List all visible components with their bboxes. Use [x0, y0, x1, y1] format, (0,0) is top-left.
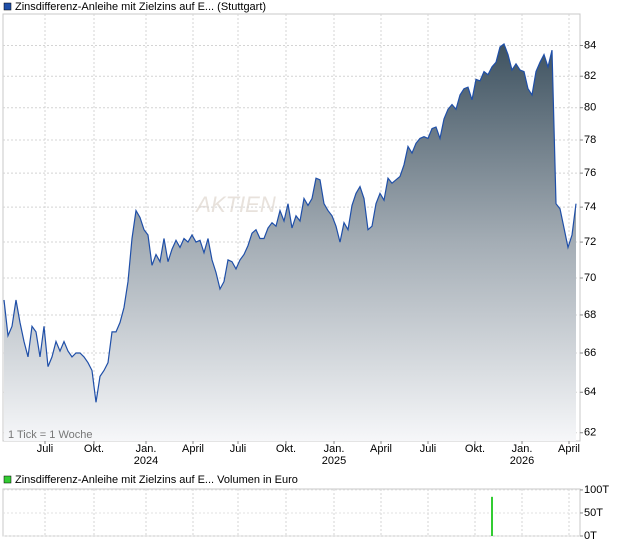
y-tick-label: 78 — [584, 134, 596, 146]
y-tick-label: 82 — [584, 70, 596, 82]
x-tick-label: Juli — [229, 443, 247, 455]
volume-bar — [491, 496, 493, 536]
y-tick-label: 64 — [584, 386, 596, 398]
area — [4, 44, 576, 441]
y-tick-label: 66 — [584, 347, 596, 359]
annotation: 1 Tick = 1 Woche — [8, 429, 92, 441]
y-tick-label: 76 — [584, 167, 596, 179]
y-tick-label: 72 — [584, 236, 596, 248]
x-tick-label: Juli — [419, 443, 437, 455]
x-tick-label: Okt. — [464, 443, 486, 455]
x-tick-label: Juli — [36, 443, 54, 455]
x-tick-label: April — [557, 443, 580, 455]
y-tick-label: 68 — [584, 309, 596, 321]
y-tick-label: 62 — [584, 427, 596, 439]
y-tick-label: 100T — [584, 484, 609, 496]
x-tick-label: April — [181, 443, 204, 455]
legend-swatch — [3, 2, 12, 11]
y-tick-label: 80 — [584, 102, 596, 114]
x-tick-label: Okt. — [83, 443, 105, 455]
watermark: AKTIEN — [194, 192, 276, 217]
y-tick-label: 0T — [584, 530, 597, 542]
y-tick-label: 70 — [584, 272, 596, 284]
x-tick-label: April — [369, 443, 392, 455]
x-tick-label: Okt. — [275, 443, 297, 455]
price-line — [3, 43, 577, 403]
y-tick-label: 74 — [584, 201, 596, 213]
legend-label: Zinsdifferenz-Anleihe mit Zielzins auf E… — [15, 474, 298, 486]
y-tick-label: 84 — [584, 39, 596, 51]
x-tick-label: Jan. 2024 — [133, 443, 159, 467]
x-tick-label: Jan. 2025 — [321, 443, 347, 467]
y-tick-label: 50T — [584, 507, 603, 519]
legend-swatch — [3, 475, 12, 484]
legend-label: Zinsdifferenz-Anleihe mit Zielzins auf E… — [15, 1, 266, 13]
x-tick-label: Jan. 2026 — [509, 443, 535, 467]
